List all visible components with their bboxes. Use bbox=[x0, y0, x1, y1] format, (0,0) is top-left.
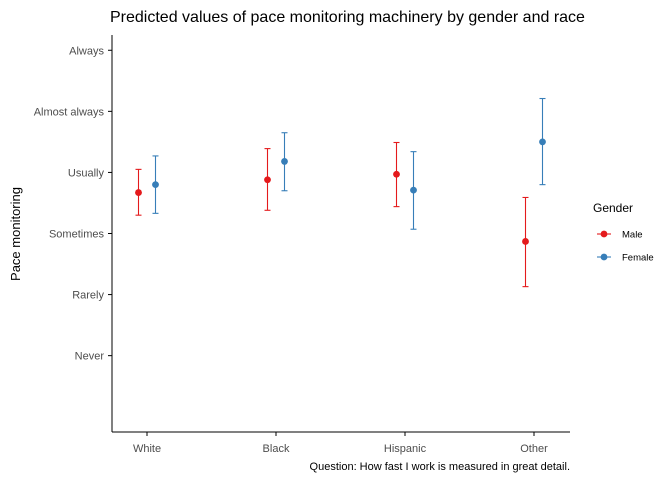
legend-label: Female bbox=[622, 253, 654, 264]
legend-item-male: Male bbox=[597, 230, 643, 241]
x-tick-label: Hispanic bbox=[384, 443, 427, 455]
data-point bbox=[539, 138, 546, 146]
legend-title: Gender bbox=[593, 201, 633, 215]
legend-label: Male bbox=[622, 230, 643, 241]
data-point bbox=[393, 170, 400, 178]
x-tick-label: White bbox=[133, 443, 161, 455]
y-tick-label: Never bbox=[75, 351, 105, 363]
x-ticks: White Black Hispanic Other bbox=[133, 432, 548, 455]
data-point bbox=[281, 158, 288, 165]
x-tick-label: Black bbox=[263, 443, 290, 455]
chart-title: Predicted values of pace monitoring mach… bbox=[110, 9, 585, 26]
legend-item-female: Female bbox=[597, 253, 654, 264]
legend-key-point bbox=[600, 253, 608, 261]
legend-items: Male Female bbox=[597, 230, 654, 264]
y-tick-label: Always bbox=[69, 45, 104, 57]
series-female bbox=[152, 97, 546, 230]
data-point bbox=[152, 181, 159, 189]
legend: Gender Male Female bbox=[593, 201, 654, 264]
legend-key-point bbox=[600, 230, 608, 238]
y-ticks: Never Rarely Sometimes Usually Almost always… bbox=[34, 45, 112, 363]
series-male bbox=[135, 141, 529, 288]
y-axis-label: Pace monitoring bbox=[8, 187, 23, 281]
data-point bbox=[264, 176, 271, 184]
y-tick-label: Rarely bbox=[72, 290, 104, 302]
series-layer bbox=[135, 97, 546, 288]
y-tick-label: Usually bbox=[68, 167, 105, 179]
data-point bbox=[522, 238, 529, 245]
y-tick-label: Almost always bbox=[34, 106, 105, 118]
data-point bbox=[135, 189, 142, 196]
x-tick-label: Other bbox=[520, 443, 548, 455]
plot-area: Never Rarely Sometimes Usually Almost always… bbox=[34, 35, 570, 455]
y-tick-label: Sometimes bbox=[49, 229, 105, 241]
caption: Question: How fast I work is measured in… bbox=[310, 461, 570, 473]
data-point bbox=[410, 186, 417, 194]
